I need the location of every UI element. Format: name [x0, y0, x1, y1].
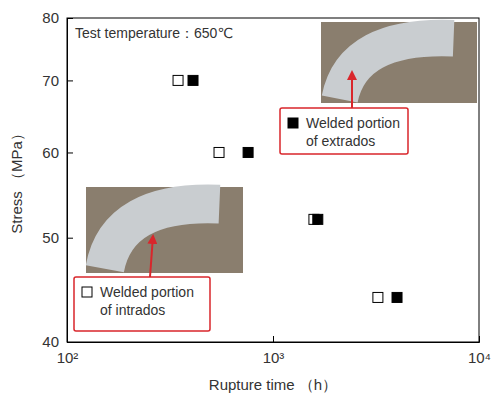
- legend-box: [280, 108, 408, 154]
- point: [188, 75, 198, 85]
- y-tick-mark: [67, 18, 73, 19]
- y-tick-mark: [67, 342, 73, 343]
- point: [392, 292, 402, 302]
- y-tick-label: 60: [42, 144, 59, 161]
- x-tick-label: 10⁴: [468, 349, 491, 366]
- photo-background: [86, 187, 243, 273]
- photo-pipe: [105, 204, 220, 269]
- legend-symbol: [288, 118, 298, 128]
- y-tick: 50: [42, 229, 73, 246]
- x-tick: 10⁴: [468, 336, 491, 366]
- chart: 10² 10³ 10⁴ 40 50 60 70 80 Rupture time （h） Stres…: [0, 0, 497, 398]
- x-tick-mark: [479, 336, 480, 342]
- y-axis-line: [68, 19, 74, 343]
- legend-item: Welded portionof intrados: [74, 236, 210, 331]
- x-tick: 10³: [263, 336, 285, 366]
- legend-item: Welded portionof extrados: [280, 72, 408, 154]
- legend-symbol: [82, 287, 92, 297]
- photo: [86, 187, 243, 273]
- y-axis: 40 50 60 70 80: [42, 9, 73, 350]
- x-tick-label: 10³: [263, 349, 285, 366]
- plot-frame: [67, 18, 479, 342]
- y-tick-label: 40: [42, 333, 59, 350]
- x-tick-mark: [273, 336, 274, 342]
- legend-label: Welded portionof extrados: [306, 115, 400, 149]
- photo-pipe: [340, 38, 454, 99]
- legend-box: [74, 277, 210, 331]
- point: [243, 147, 253, 157]
- y-tick-label: 50: [42, 229, 59, 246]
- y-tick: 40: [42, 333, 73, 350]
- point: [173, 75, 183, 85]
- y-axis-title: Stress （MPa）: [8, 126, 25, 234]
- y-tick: 70: [42, 72, 73, 89]
- callout-arrow: [351, 72, 353, 108]
- y-tick-label: 80: [42, 9, 59, 26]
- photo-background: [321, 22, 477, 103]
- legend-label: Welded portionof intrados: [100, 284, 194, 318]
- y-tick: 60: [42, 144, 73, 161]
- y-tick-mark: [67, 238, 73, 239]
- y-tick-label: 70: [42, 72, 59, 89]
- x-axis: 10² 10³ 10⁴: [57, 336, 491, 366]
- y-tick-mark: [67, 152, 73, 153]
- x-tick-label: 10²: [57, 349, 79, 366]
- x-axis-line: [68, 336, 480, 343]
- title: Test temperature：650℃: [75, 25, 233, 41]
- callout-arrow: [150, 236, 153, 277]
- photo: [321, 22, 477, 103]
- point: [214, 147, 224, 157]
- point: [313, 214, 323, 224]
- y-tick-mark: [67, 80, 73, 81]
- point: [373, 292, 383, 302]
- y-tick: 80: [42, 9, 73, 26]
- x-axis-title: Rupture time （h）: [209, 376, 337, 393]
